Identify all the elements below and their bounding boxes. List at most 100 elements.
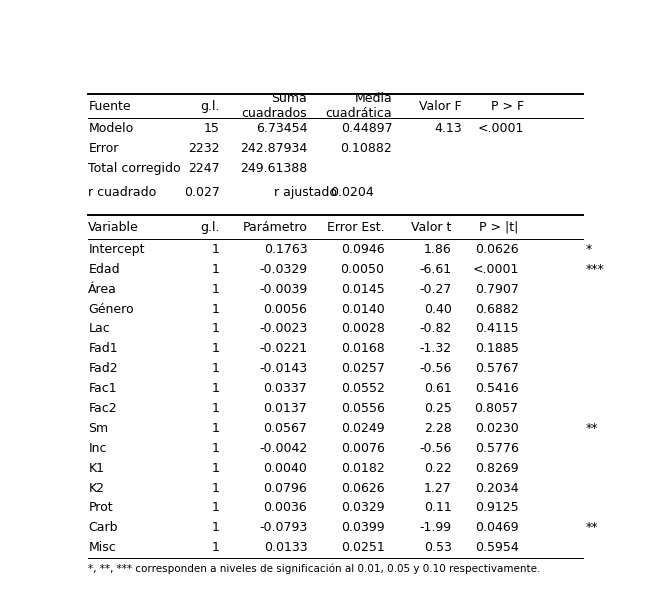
Text: 0.10882: 0.10882: [340, 141, 392, 154]
Text: Sm: Sm: [88, 422, 108, 435]
Text: 0.40: 0.40: [424, 303, 452, 315]
Text: *: *: [586, 243, 592, 256]
Text: -0.82: -0.82: [419, 322, 452, 335]
Text: Fac2: Fac2: [88, 402, 117, 415]
Text: 2232: 2232: [188, 141, 219, 154]
Text: 0.0249: 0.0249: [341, 422, 384, 435]
Text: Error: Error: [88, 141, 118, 154]
Text: 0.0133: 0.0133: [264, 541, 307, 554]
Text: -0.0143: -0.0143: [259, 362, 307, 375]
Text: 0.0056: 0.0056: [263, 303, 307, 315]
Text: 0.1763: 0.1763: [264, 243, 307, 256]
Text: 1: 1: [212, 382, 219, 395]
Text: 0.0076: 0.0076: [340, 442, 384, 454]
Text: 249.61388: 249.61388: [240, 162, 307, 175]
Text: K1: K1: [88, 462, 104, 475]
Text: Error Est.: Error Est.: [327, 221, 384, 234]
Text: Total corregido: Total corregido: [88, 162, 181, 175]
Text: Fuente: Fuente: [88, 100, 131, 113]
Text: 0.0796: 0.0796: [263, 482, 307, 494]
Text: Inc: Inc: [88, 442, 107, 454]
Text: 0.61: 0.61: [424, 382, 452, 395]
Text: -6.61: -6.61: [420, 263, 452, 276]
Text: <.0001: <.0001: [472, 263, 519, 276]
Text: Intercept: Intercept: [88, 243, 145, 256]
Text: -0.0221: -0.0221: [259, 343, 307, 355]
Text: Parámetro: Parámetro: [243, 221, 307, 234]
Text: 0.0257: 0.0257: [340, 362, 384, 375]
Text: g.l.: g.l.: [200, 100, 219, 113]
Text: 1: 1: [212, 522, 219, 534]
Text: 0.0137: 0.0137: [263, 402, 307, 415]
Text: ***: ***: [586, 263, 604, 276]
Text: -1.99: -1.99: [420, 522, 452, 534]
Text: Prot: Prot: [88, 501, 113, 514]
Text: 0.0050: 0.0050: [340, 263, 384, 276]
Text: Lac: Lac: [88, 322, 110, 335]
Text: Suma
cuadrados: Suma cuadrados: [241, 92, 307, 120]
Text: 0.44897: 0.44897: [340, 122, 392, 135]
Text: <.0001: <.0001: [477, 122, 524, 135]
Text: 0.11: 0.11: [424, 501, 452, 514]
Text: r cuadrado: r cuadrado: [88, 186, 156, 199]
Text: 1: 1: [212, 322, 219, 335]
Text: *, **, *** corresponden a niveles de significación al 0.01, 0.05 y 0.10 respecti: *, **, *** corresponden a niveles de sig…: [88, 563, 541, 574]
Text: 0.5416: 0.5416: [475, 382, 519, 395]
Text: Variable: Variable: [88, 221, 139, 234]
Text: 1: 1: [212, 541, 219, 554]
Text: 0.9125: 0.9125: [475, 501, 519, 514]
Text: 0.0946: 0.0946: [341, 243, 384, 256]
Text: -0.0039: -0.0039: [259, 283, 307, 296]
Text: 1: 1: [212, 303, 219, 315]
Text: -0.0042: -0.0042: [259, 442, 307, 454]
Text: 1: 1: [212, 263, 219, 276]
Text: 0.0040: 0.0040: [263, 462, 307, 475]
Text: 2.28: 2.28: [424, 422, 452, 435]
Text: 0.6882: 0.6882: [475, 303, 519, 315]
Text: Fac1: Fac1: [88, 382, 117, 395]
Text: 1: 1: [212, 243, 219, 256]
Text: 6.73454: 6.73454: [256, 122, 307, 135]
Text: Media
cuadrática: Media cuadrática: [326, 92, 392, 120]
Text: 0.53: 0.53: [424, 541, 452, 554]
Text: 0.0556: 0.0556: [340, 402, 384, 415]
Text: -0.56: -0.56: [419, 442, 452, 454]
Text: Fad2: Fad2: [88, 362, 118, 375]
Text: 0.0028: 0.0028: [340, 322, 384, 335]
Text: 1: 1: [212, 283, 219, 296]
Text: 1: 1: [212, 422, 219, 435]
Text: 0.25: 0.25: [424, 402, 452, 415]
Text: 1: 1: [212, 402, 219, 415]
Text: 0.5776: 0.5776: [475, 442, 519, 454]
Text: 0.0140: 0.0140: [341, 303, 384, 315]
Text: 0.22: 0.22: [424, 462, 452, 475]
Text: 0.5767: 0.5767: [475, 362, 519, 375]
Text: 0.0251: 0.0251: [341, 541, 384, 554]
Text: 1: 1: [212, 462, 219, 475]
Text: 0.0552: 0.0552: [340, 382, 384, 395]
Text: **: **: [586, 422, 598, 435]
Text: 0.0230: 0.0230: [475, 422, 519, 435]
Text: 0.0329: 0.0329: [341, 501, 384, 514]
Text: -0.56: -0.56: [419, 362, 452, 375]
Text: 0.0626: 0.0626: [475, 243, 519, 256]
Text: Misc: Misc: [88, 541, 116, 554]
Text: 1.27: 1.27: [424, 482, 452, 494]
Text: Género: Género: [88, 303, 134, 315]
Text: 242.87934: 242.87934: [240, 141, 307, 154]
Text: 0.0399: 0.0399: [341, 522, 384, 534]
Text: Valor t: Valor t: [411, 221, 452, 234]
Text: 0.0567: 0.0567: [263, 422, 307, 435]
Text: 0.8269: 0.8269: [475, 462, 519, 475]
Text: **: **: [586, 522, 598, 534]
Text: 0.8057: 0.8057: [475, 402, 519, 415]
Text: Carb: Carb: [88, 522, 118, 534]
Text: Fad1: Fad1: [88, 343, 118, 355]
Text: Modelo: Modelo: [88, 122, 134, 135]
Text: 15: 15: [204, 122, 219, 135]
Text: 1: 1: [212, 362, 219, 375]
Text: g.l.: g.l.: [200, 221, 219, 234]
Text: 0.0145: 0.0145: [341, 283, 384, 296]
Text: 1: 1: [212, 343, 219, 355]
Text: 0.4115: 0.4115: [475, 322, 519, 335]
